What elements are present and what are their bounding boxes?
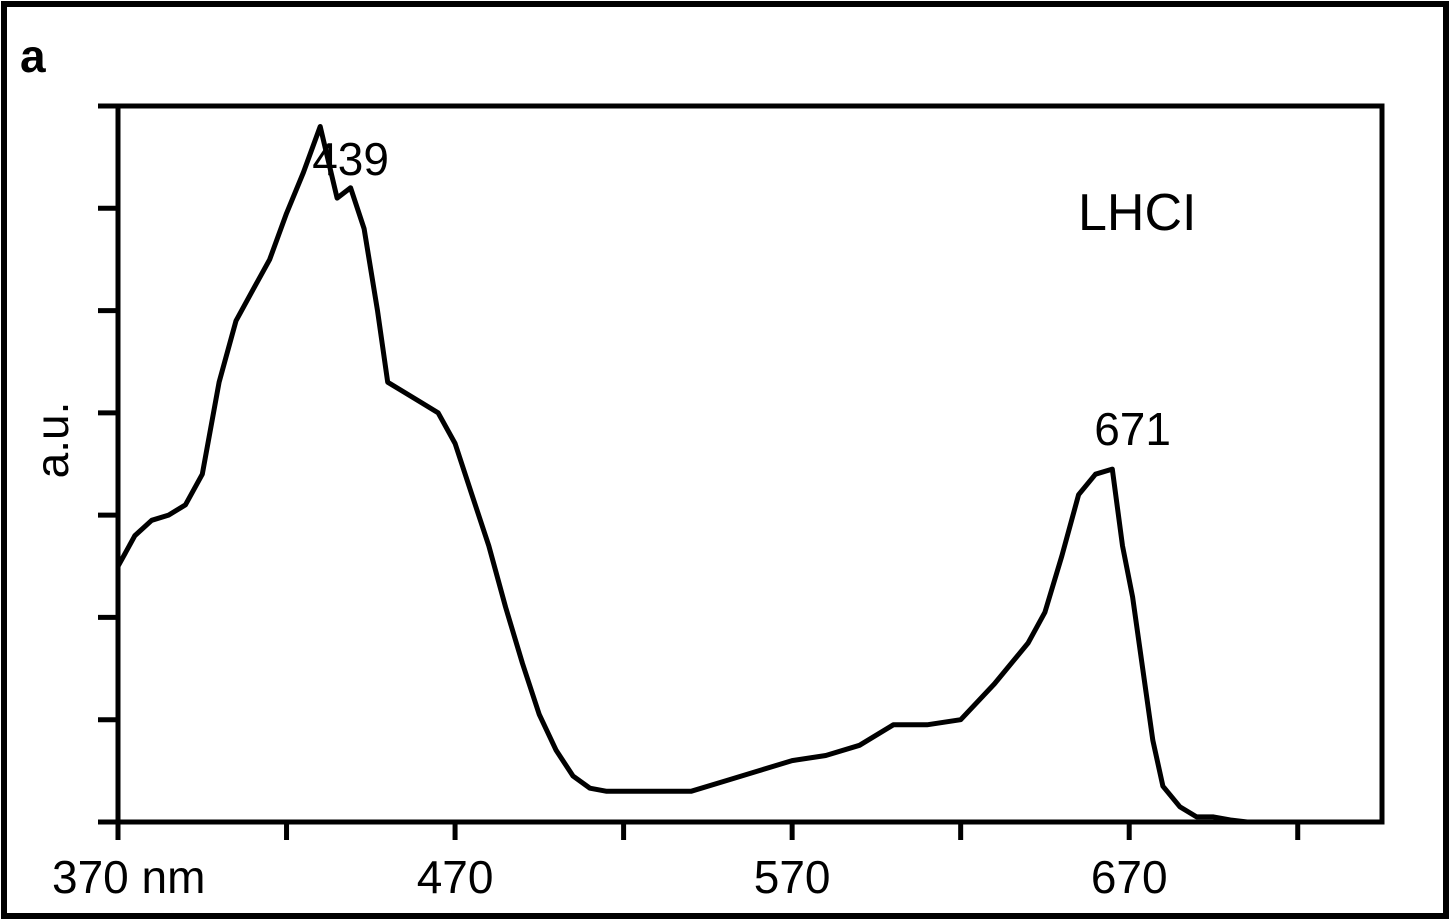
y-axis-label: a.u.: [26, 402, 78, 479]
x-tick-label: 670: [1091, 851, 1168, 903]
spectrum-series-line: [115, 124, 1382, 825]
panel-label: a: [20, 30, 46, 82]
plot-area-frame: [115, 103, 1385, 825]
peak-annotation: 671: [1094, 403, 1171, 455]
x-tick-label: 370 nm: [52, 851, 205, 903]
peak-annotations: 439 671: [312, 133, 1171, 455]
x-axis-tick-labels: 370 nm 470 570 670: [52, 851, 1168, 903]
y-axis-ticks: [98, 103, 118, 825]
x-tick-label: 570: [754, 851, 831, 903]
inset-label: LHCI: [1078, 184, 1196, 242]
x-axis-ticks: [115, 822, 1301, 840]
x-tick-label: 470: [417, 851, 494, 903]
peak-annotation: 439: [312, 133, 389, 185]
